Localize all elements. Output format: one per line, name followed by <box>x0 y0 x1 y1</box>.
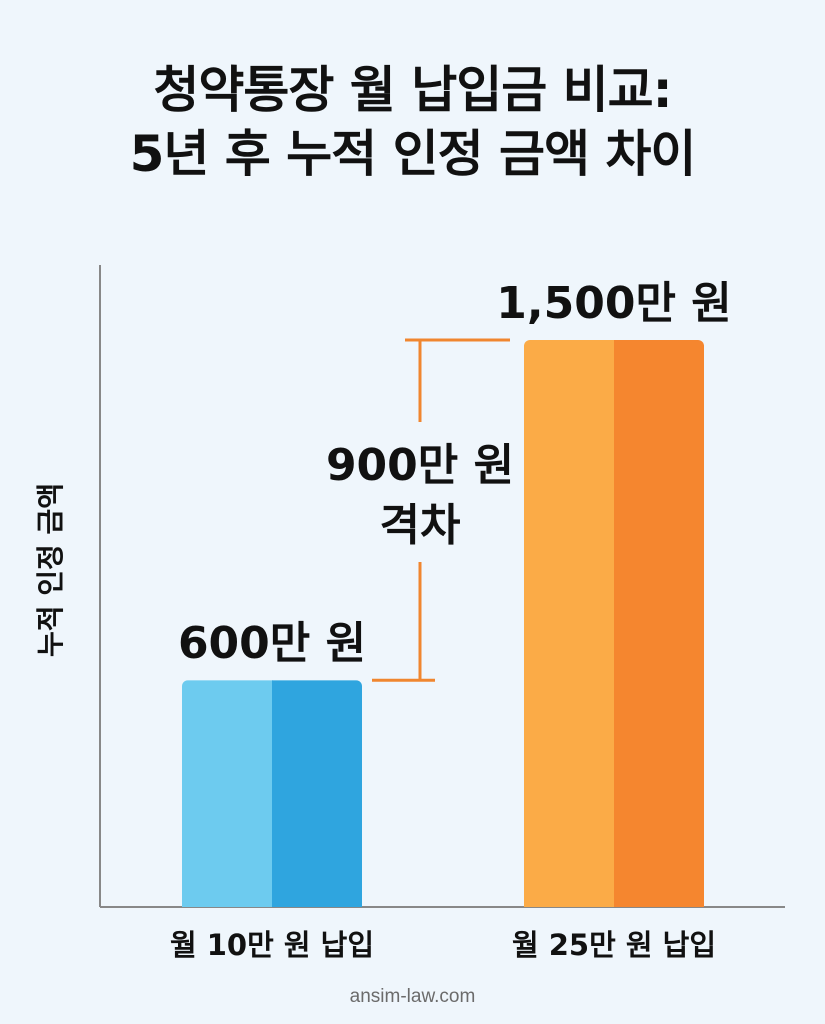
bar-1-dark-half <box>272 680 362 907</box>
chart-title: 청약통장 월 납입금 비교: 5년 후 누적 인정 금액 차이 <box>0 58 825 186</box>
chart-title-line2: 5년 후 누적 인정 금액 차이 <box>129 125 697 183</box>
bar-2-value-label: 1,500만 원 <box>496 278 731 329</box>
bar-2-light-half <box>524 340 615 907</box>
chart-title-line1: 청약통장 월 납입금 비교: <box>153 61 672 119</box>
bar-1 <box>182 680 362 907</box>
site-watermark: ansim-law.com <box>349 986 476 1007</box>
bar-2 <box>524 340 704 907</box>
category-label-2: 월 25만 원 납입 <box>512 928 716 962</box>
y-axis-label: 누적 인정 금액 <box>34 483 67 657</box>
bar-1-value-label: 600만 원 <box>178 618 366 669</box>
bar-1-light-half <box>182 680 273 907</box>
category-label-1: 월 10만 원 납입 <box>170 928 374 962</box>
bar-2-dark-half <box>614 340 704 907</box>
gap-annotation-amount: 900만 원 <box>326 440 514 491</box>
gap-annotation-label: 격차 <box>380 500 461 551</box>
